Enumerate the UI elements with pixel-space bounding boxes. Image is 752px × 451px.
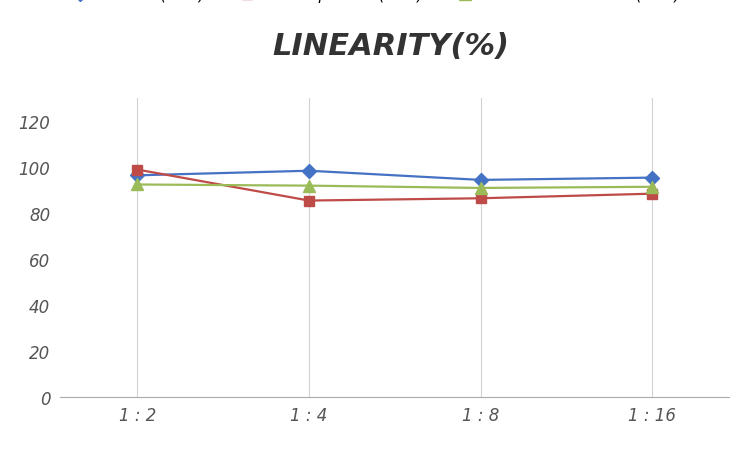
Line: EDTA plasma (n=5): EDTA plasma (n=5): [132, 166, 657, 206]
Cell culture media (n=5): [476, 186, 485, 191]
Serum (n=5): [476, 178, 485, 183]
Serum (n=5): [305, 169, 314, 174]
Legend: Serum (n=5), EDTA plasma (n=5), Cell culture media (n=5): Serum (n=5), EDTA plasma (n=5), Cell cul…: [54, 0, 686, 9]
EDTA plasma (n=5): [305, 198, 314, 204]
Serum (n=5): [647, 175, 656, 181]
Line: Serum (n=5): Serum (n=5): [132, 166, 657, 185]
EDTA plasma (n=5): [647, 192, 656, 197]
EDTA plasma (n=5): [476, 196, 485, 202]
Text: LINEARITY(%): LINEARITY(%): [272, 32, 510, 60]
Cell culture media (n=5): [133, 182, 142, 188]
Serum (n=5): [133, 173, 142, 179]
Line: Cell culture media (n=5): Cell culture media (n=5): [132, 179, 658, 194]
Cell culture media (n=5): [305, 184, 314, 189]
Cell culture media (n=5): [647, 184, 656, 190]
EDTA plasma (n=5): [133, 167, 142, 173]
